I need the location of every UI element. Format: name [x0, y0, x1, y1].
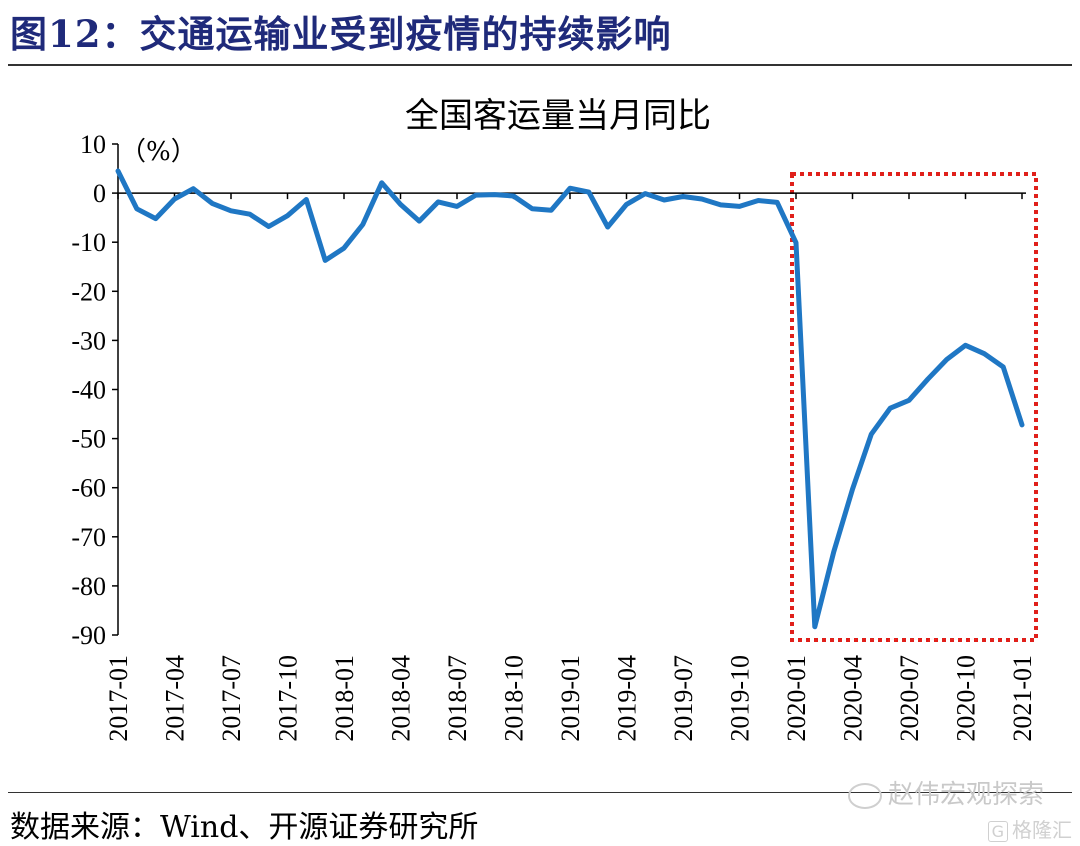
data-point	[153, 216, 158, 221]
brand-logo: G 格隆汇	[987, 814, 1072, 843]
data-point	[511, 194, 516, 199]
data-point	[172, 196, 177, 201]
data-point	[134, 206, 139, 211]
data-point	[379, 180, 384, 185]
data-point	[266, 224, 271, 229]
data-point	[323, 258, 328, 263]
x-tick-label: 2018-04	[387, 655, 416, 742]
data-point	[982, 351, 987, 356]
data-point	[417, 219, 422, 224]
source-note: 数据来源：Wind、开源证券研究所	[10, 810, 479, 845]
data-point	[473, 193, 478, 198]
data-point	[398, 202, 403, 207]
wechat-icon	[847, 782, 882, 809]
data-point	[492, 192, 497, 197]
data-point	[925, 377, 930, 382]
y-tick-label: 10	[80, 130, 106, 159]
data-point	[643, 191, 648, 196]
data-point	[210, 201, 215, 206]
data-point	[737, 204, 742, 209]
x-tick-label: 2017-01	[104, 655, 133, 742]
data-point	[1001, 364, 1006, 369]
data-point	[605, 224, 610, 229]
logo-mark: G	[987, 821, 1008, 842]
data-point	[718, 202, 723, 207]
data-point	[888, 406, 893, 411]
data-point	[831, 550, 836, 555]
data-point	[756, 198, 761, 203]
data-point	[586, 190, 591, 195]
data-point	[530, 206, 535, 211]
y-tick-label: -10	[71, 228, 106, 257]
data-point	[360, 222, 365, 227]
data-point	[944, 357, 949, 362]
data-point	[568, 186, 573, 191]
y-tick-label: -20	[71, 277, 106, 306]
y-tick-label: 0	[93, 179, 106, 208]
data-point	[549, 208, 554, 213]
x-tick-label: 2021-01	[1008, 655, 1037, 742]
x-tick-label: 2018-01	[330, 655, 359, 742]
x-tick-label: 2019-10	[726, 655, 755, 742]
data-point	[247, 212, 252, 217]
data-point	[775, 200, 780, 205]
data-point	[699, 196, 704, 201]
x-tick-label: 2020-07	[895, 655, 924, 742]
x-tick-label: 2019-04	[613, 655, 642, 742]
data-point	[116, 169, 121, 174]
watermark: 赵伟宏观探索	[847, 774, 1044, 811]
y-tick-label: -60	[71, 474, 106, 503]
x-tick-label: 2019-01	[556, 655, 585, 742]
data-point	[191, 186, 196, 191]
y-tick-label: -30	[71, 326, 106, 355]
data-point	[662, 197, 667, 202]
y-tick-label: -80	[71, 572, 106, 601]
top-divider	[8, 64, 1072, 66]
x-tick-label: 2018-07	[443, 655, 472, 742]
series-line	[115, 168, 1025, 630]
data-point	[681, 194, 686, 199]
data-point	[869, 432, 874, 437]
data-point	[229, 208, 234, 213]
x-tick-label: 2017-07	[217, 655, 246, 742]
y-tick-label: -90	[71, 621, 106, 650]
logo-text: 格隆汇	[1012, 818, 1072, 842]
x-tick-label: 2019-07	[669, 655, 698, 742]
data-point	[455, 204, 460, 209]
x-tick-label: 2020-10	[952, 655, 981, 742]
data-point	[907, 398, 912, 403]
watermark-text: 赵伟宏观探索	[887, 780, 1044, 810]
x-tick-label: 2020-01	[782, 655, 811, 742]
y-axis-unit-label: （%）	[120, 137, 197, 167]
bottom-divider	[8, 792, 1072, 793]
data-point	[304, 197, 309, 202]
x-tick-label: 2018-10	[500, 655, 529, 742]
data-point	[963, 343, 968, 348]
y-tick-label: -40	[71, 376, 106, 405]
data-point	[1020, 422, 1025, 427]
figure-title: 图12：交通运输业受到疫情的持续影响	[10, 12, 672, 56]
data-point	[342, 246, 347, 251]
x-tick-label: 2017-04	[161, 655, 190, 742]
y-tick-label: -50	[71, 425, 106, 454]
data-point	[794, 240, 799, 245]
data-point	[285, 213, 290, 218]
covid-period-highlight-box	[790, 172, 1038, 642]
x-tick-label: 2017-10	[274, 655, 303, 742]
data-point	[624, 202, 629, 207]
line-chart: 全国客运量当月同比 （%） 10 0 -10 -20 -30 -40 -50 -60 -70 -8…	[71, 96, 1038, 742]
y-tick-label: -70	[71, 523, 106, 552]
data-point	[850, 487, 855, 492]
x-tick-label: 2020-04	[839, 655, 868, 742]
data-point	[812, 624, 817, 629]
data-point	[436, 199, 441, 204]
chart-title: 全国客运量当月同比	[405, 96, 711, 136]
